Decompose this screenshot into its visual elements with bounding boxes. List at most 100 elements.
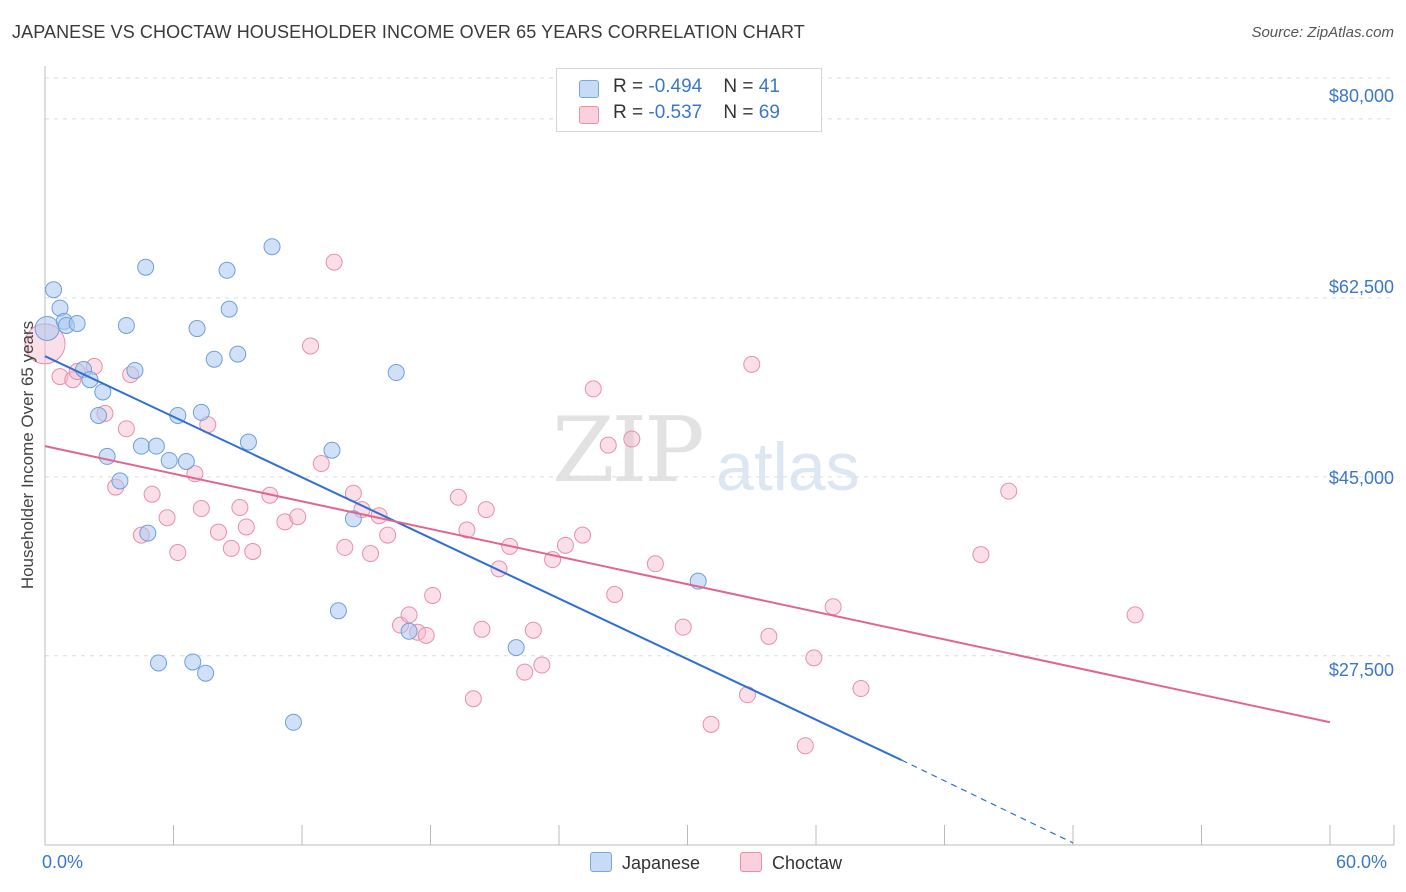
watermark-atlas: atlas <box>716 429 860 505</box>
japanese-swatch <box>590 852 612 872</box>
bottom-legend-japanese: Japanese <box>590 852 700 874</box>
choctaw-point <box>646 555 664 573</box>
choctaw-point <box>516 663 534 681</box>
x-tick-label: 60.0% <box>1336 852 1388 872</box>
japanese-point <box>137 258 155 276</box>
japanese-point <box>68 314 86 332</box>
japanese-point <box>192 403 210 421</box>
japanese-point <box>90 406 108 424</box>
y-axis-label: Householder Income Over 65 years <box>18 320 37 590</box>
choctaw-point <box>289 508 307 526</box>
choctaw-point <box>477 501 495 519</box>
choctaw-point <box>524 621 542 639</box>
choctaw-trend-line <box>44 445 1331 724</box>
japanese-trend-extension <box>901 759 1074 844</box>
choctaw-point <box>449 488 467 506</box>
bottom-legend-choctaw: Choctaw <box>740 852 842 874</box>
choctaw-point <box>424 586 442 604</box>
bottom-legend-japanese-label: Japanese <box>622 853 701 873</box>
y-tick-label: $45,000 <box>1328 468 1394 488</box>
japanese-point <box>323 441 341 459</box>
choctaw-point <box>473 620 491 638</box>
choctaw-point <box>417 626 435 644</box>
choctaw-point <box>400 606 418 624</box>
legend-n-value: 69 <box>758 102 780 123</box>
choctaw-point <box>584 380 602 398</box>
japanese-point <box>188 320 206 338</box>
legend-r-value: -0.494 <box>648 76 703 97</box>
japanese-point <box>98 447 116 465</box>
choctaw-point <box>760 627 778 645</box>
axes <box>44 66 1395 846</box>
choctaw-point <box>209 523 227 541</box>
choctaw-point <box>556 536 574 554</box>
japanese-point <box>239 433 257 451</box>
choctaw-point <box>312 455 330 473</box>
legend-r-value: -0.537 <box>648 102 703 123</box>
choctaw-point <box>64 371 82 389</box>
japanese-point <box>139 524 157 542</box>
choctaw-point <box>674 618 692 636</box>
chart-title: JAPANESE VS CHOCTAW HOUSEHOLDER INCOME O… <box>12 22 805 42</box>
choctaw-point <box>158 509 176 527</box>
japanese-point <box>34 316 60 342</box>
japanese-point <box>160 451 178 469</box>
japanese-point <box>220 300 238 318</box>
japanese-point <box>147 437 165 455</box>
choctaw-point <box>336 538 354 556</box>
choctaw-swatch <box>579 106 599 124</box>
choctaw-point <box>458 521 476 539</box>
grid-lines <box>45 77 1394 657</box>
choctaw-point <box>852 680 870 698</box>
choctaw-point <box>599 436 617 454</box>
choctaw-point <box>702 715 720 733</box>
choctaw-point <box>222 539 240 557</box>
japanese-point <box>218 261 236 279</box>
japanese-trend-line <box>44 355 903 762</box>
japanese-point <box>400 622 418 640</box>
japanese-point <box>117 316 135 334</box>
legend-n-label: N = <box>723 102 759 123</box>
choctaw-point <box>805 649 823 667</box>
y-tick-label: $62,500 <box>1328 277 1394 297</box>
choctaw-point <box>490 560 508 578</box>
legend-n-value: 41 <box>758 76 780 97</box>
choctaw-swatch <box>740 852 762 872</box>
y-tick-label: $27,500 <box>1328 660 1394 680</box>
japanese-point <box>229 345 247 363</box>
japanese-point <box>177 453 195 470</box>
legend-n-label: N = <box>723 76 759 97</box>
choctaw-point <box>276 513 294 531</box>
japanese-point <box>387 364 405 382</box>
x-tick-label: 0.0% <box>42 852 84 872</box>
bottom-legend-choctaw-label: Choctaw <box>772 853 843 873</box>
choctaw-point <box>796 737 814 755</box>
japanese-point <box>150 654 168 672</box>
legend-r-label: R = <box>613 76 649 97</box>
choctaw-point <box>169 544 187 562</box>
japanese-point <box>284 713 302 731</box>
japanese-point <box>111 472 129 490</box>
japanese-point <box>329 602 347 620</box>
choctaw-point <box>574 526 592 544</box>
japanese-point <box>344 510 362 528</box>
japanese-point <box>132 437 150 455</box>
choctaw-point <box>743 355 761 373</box>
trend-lines <box>44 355 1331 844</box>
choctaw-point <box>244 542 262 560</box>
choctaw-point <box>237 518 255 536</box>
choctaw-point <box>464 690 482 708</box>
choctaw-points <box>24 253 1144 755</box>
choctaw-point <box>192 500 210 518</box>
japanese-point <box>45 281 63 299</box>
choctaw-point <box>824 598 842 616</box>
choctaw-point <box>533 656 551 674</box>
choctaw-point <box>972 546 990 564</box>
source-label: Source: ZipAtlas.com <box>1251 24 1394 41</box>
watermark-zip: ZIP <box>552 398 705 503</box>
choctaw-point <box>362 545 380 563</box>
japanese-point <box>126 361 144 379</box>
japanese-point <box>263 238 281 256</box>
correlation-legend: R = -0.494 N = 41 R = -0.537 N = 69 <box>556 68 822 132</box>
